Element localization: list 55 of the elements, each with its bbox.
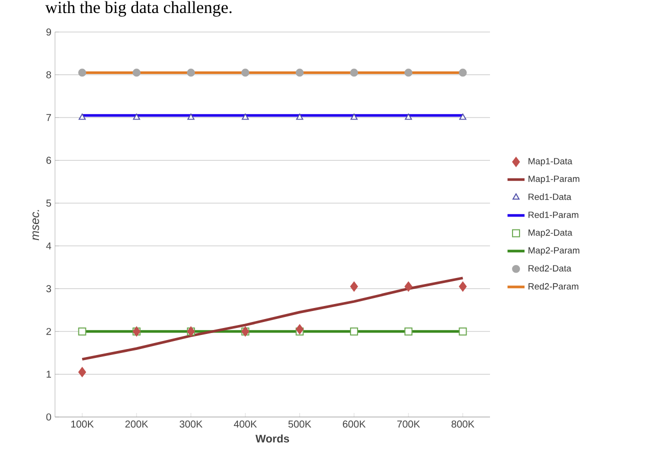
y-tick-label: 1 <box>46 370 51 378</box>
point <box>242 114 249 120</box>
legend-label: Red1-Data <box>528 193 572 200</box>
x-tick-label: 200K <box>125 420 148 428</box>
x-tick-label: 600K <box>342 420 366 428</box>
point <box>404 114 412 120</box>
point <box>404 68 412 77</box>
point <box>78 367 86 378</box>
y-tick-label: 9 <box>46 28 52 36</box>
y-tick-label: 4 <box>46 242 52 250</box>
x-tick-label: 400K <box>234 420 257 428</box>
legend-label: Red2-Param <box>528 282 578 290</box>
legend-label: Map2-Param <box>528 247 580 256</box>
legend-label: Map2-Data <box>528 229 572 238</box>
y-tick-label: 8 <box>46 71 52 78</box>
point <box>458 282 467 292</box>
y-tick-label: 5 <box>46 200 52 207</box>
point <box>78 327 86 336</box>
point <box>350 114 358 120</box>
text: with the big data challenge. <box>45 1 232 17</box>
point <box>350 327 358 336</box>
point <box>296 114 304 120</box>
y-tick-label: 2 <box>46 328 51 335</box>
y-tick-label: 6 <box>46 156 52 164</box>
point <box>458 327 467 336</box>
point <box>459 114 466 120</box>
y-tick-label: 0 <box>46 413 52 421</box>
y-axis-title: msec. <box>32 210 40 240</box>
x-tick-label: 300K <box>180 420 202 428</box>
point <box>296 324 304 334</box>
point <box>296 68 304 77</box>
point <box>78 114 86 120</box>
x-axis-title: Words <box>256 434 290 443</box>
point <box>350 282 358 292</box>
point <box>458 68 467 77</box>
y-tick-label: 7 <box>46 114 51 121</box>
point <box>241 68 250 77</box>
x-tick-label: 700K <box>397 420 420 428</box>
point <box>404 327 412 336</box>
legend-label: Map1-Data <box>528 158 572 166</box>
legend-label: Red2-Data <box>528 264 572 272</box>
line-series <box>80 276 464 361</box>
point <box>133 114 140 120</box>
legend-label: Red1-Param <box>528 211 578 218</box>
y-tick-label: 3 <box>46 285 52 292</box>
x-tick-label: 500K <box>288 420 312 428</box>
point <box>350 68 358 77</box>
point <box>187 114 194 120</box>
point <box>132 68 141 77</box>
legend-label: Map1-Param <box>528 176 580 184</box>
x-tick-label: 100K <box>71 420 94 428</box>
point <box>404 282 412 292</box>
point <box>78 68 86 77</box>
point <box>186 68 195 77</box>
x-tick-label: 800K <box>452 420 474 428</box>
